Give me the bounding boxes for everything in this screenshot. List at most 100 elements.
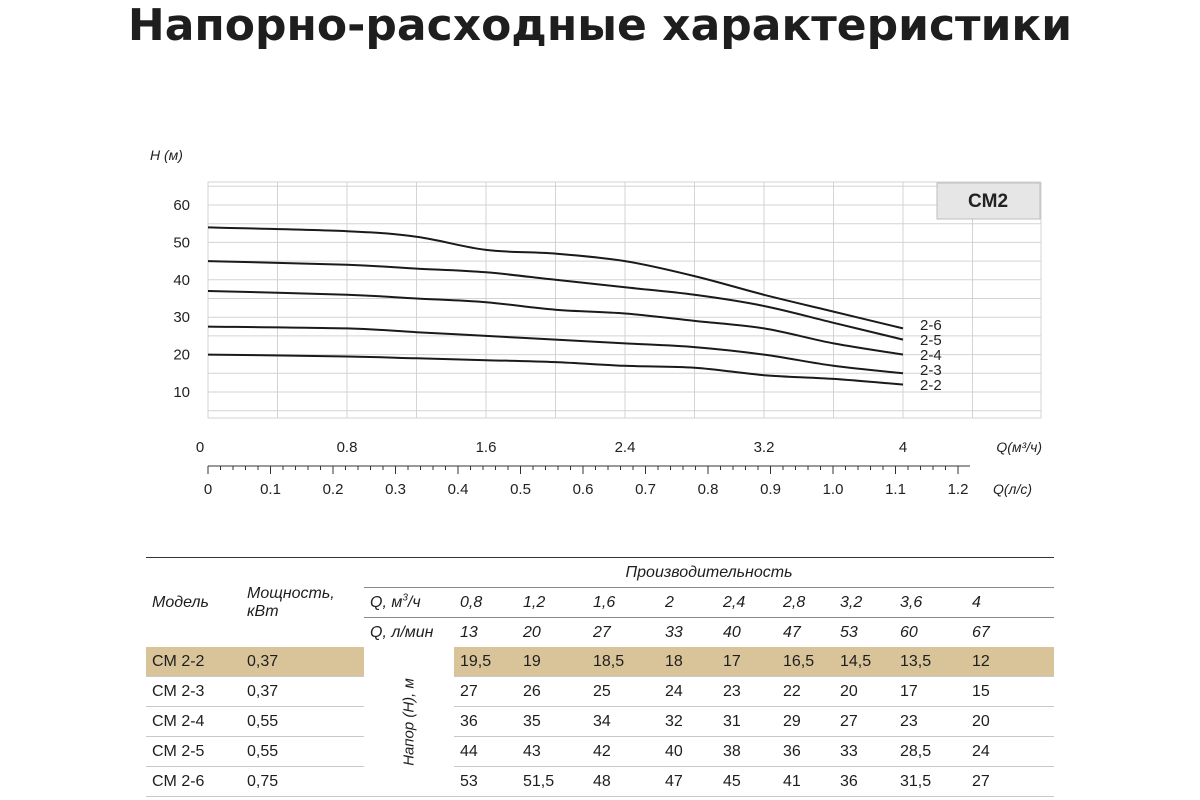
value-cell: 31,5 (894, 766, 966, 797)
x-tick-label: 2.4 (615, 439, 636, 456)
model-cell: CM 2-5 (146, 736, 241, 767)
curve-label-2-5: 2-5 (920, 332, 942, 349)
value-cell: 26 (517, 676, 587, 707)
x2-tick-label: 0.5 (510, 481, 531, 498)
q-m3-cell: 1,6 (587, 587, 659, 618)
value-cell: 27 (834, 706, 894, 737)
q-lmin-cell: 33 (665, 623, 683, 641)
x2-tick-label: 0.6 (573, 481, 594, 498)
value-cell: 45 (717, 766, 777, 797)
curve-label-2-2: 2-2 (920, 377, 942, 394)
q-m3-label: Q, м3/ч (364, 587, 454, 618)
x2-tick-label: 1.2 (948, 481, 969, 498)
x2-axis-title: Q(л/с) (993, 481, 1032, 497)
value-cell: 18,5 (587, 647, 659, 677)
q-lmin-cell: 40 (723, 623, 741, 641)
table-row: CM 2-2 0,37 Напор (Н), м 19,5 19 18,5 18… (146, 647, 1055, 797)
value-cell: 41 (777, 766, 834, 797)
q-m3-cell: 2,4 (717, 587, 777, 618)
value-cell: 48 (587, 766, 659, 797)
model-column-header: Модель (152, 593, 209, 611)
performance-header: Производительность (364, 557, 1055, 588)
x2-tick-label: 0.1 (260, 481, 281, 498)
performance-table: Модель Мощность, кВт Производительность Q… (146, 557, 1055, 797)
x2-tick-label: 0 (204, 481, 212, 498)
curve-2-3 (207, 325, 904, 375)
value-cell: 15 (966, 676, 1055, 707)
value-cell: 29 (777, 706, 834, 737)
power-cell: 0,37 (241, 676, 364, 707)
q-lmin-cell: 67 (972, 623, 990, 641)
q-lmin-cell: 13 (460, 623, 478, 641)
x2-tick-label: 1.1 (885, 481, 906, 498)
value-cell: 53 (454, 766, 517, 797)
x2-tick-label: 1.0 (823, 481, 844, 498)
table-row: CM 2-5 0,55 44 43 42 40 38 36 33 28,5 24 (146, 736, 1055, 767)
value-cell: 20 (834, 676, 894, 707)
model-cell: CM 2-6 (146, 766, 241, 797)
power-cell: 0,55 (241, 706, 364, 737)
model-cell: CM 2-3 (146, 676, 241, 707)
q-lmin-label: Q, л/мин (370, 623, 434, 641)
x2-tick-label: 0.4 (448, 481, 469, 498)
q-lmin-cell: 53 (840, 623, 858, 641)
y-tick-label: 50 (173, 234, 190, 251)
model-cell: CM 2-2 (146, 647, 241, 677)
value-cell: 19,5 (454, 647, 517, 677)
value-cell: 24 (966, 736, 1055, 767)
y-tick-label: 60 (173, 197, 190, 214)
value-cell: 33 (834, 736, 894, 767)
head-label: Напор (Н), м (400, 677, 418, 766)
value-cell: 13,5 (894, 647, 966, 677)
value-cell: 28,5 (894, 736, 966, 767)
value-cell: 12 (966, 647, 1055, 677)
value-cell: 34 (587, 706, 659, 737)
value-cell: 18 (659, 647, 717, 677)
power-cell: 0,75 (241, 766, 364, 797)
model-cell: CM 2-4 (146, 706, 241, 737)
y-tick-label: 20 (173, 347, 190, 364)
head-axis-cell: Напор (Н), м (364, 647, 454, 797)
model-badge (936, 182, 1041, 220)
value-cell: 51,5 (517, 766, 587, 797)
x-tick-label: 1.6 (476, 439, 497, 456)
curve-label-2-4: 2-4 (920, 347, 942, 364)
model-badge-label: CM2 (968, 191, 1008, 212)
q-lmin-cell: 27 (593, 623, 611, 641)
x-tick-label: 0.8 (337, 439, 358, 456)
value-cell: 17 (717, 647, 777, 677)
curve-label-2-6: 2-6 (920, 317, 942, 334)
q-lmin-cell: 60 (900, 623, 918, 641)
curve-2-6 (207, 226, 904, 330)
value-cell: 36 (454, 706, 517, 737)
q-m3-cell: 4 (966, 587, 1055, 618)
table-row: CM 2-6 0,75 53 51,5 48 47 45 41 36 31,5 … (146, 766, 1055, 797)
value-cell: 23 (717, 676, 777, 707)
x-tick-label: 4 (899, 439, 907, 456)
value-cell: 31 (717, 706, 777, 737)
value-cell: 16,5 (777, 647, 834, 677)
power-column-header: Мощность, кВт (247, 584, 335, 620)
table-row: CM 2-3 0,37 27 26 25 24 23 22 20 17 15 (146, 676, 1055, 707)
y-tick-label: 10 (173, 384, 190, 401)
value-cell: 32 (659, 706, 717, 737)
value-cell: 25 (587, 676, 659, 707)
x-tick-label: 3.2 (754, 439, 775, 456)
value-cell: 36 (834, 766, 894, 797)
q-m3-cell: 3,2 (834, 587, 894, 618)
performance-chart: CM2 H (м) 10 20 30 40 50 60 0 0.8 1.6 2.4 3.2 4 Q(м³/ч… (150, 147, 1042, 498)
x2-tick-label: 0.7 (635, 481, 656, 498)
value-cell: 14,5 (834, 647, 894, 677)
x2-tick-label: 0.8 (698, 481, 719, 498)
q-lmin-row: Q, л/мин 13 20 27 33 40 47 53 60 67 (146, 618, 1054, 648)
table-header-row: Модель Мощность, кВт Производительность (146, 557, 1055, 620)
y-tick-label: 30 (173, 309, 190, 326)
value-cell: 27 (966, 766, 1055, 797)
value-cell: 43 (517, 736, 587, 767)
value-cell: 44 (454, 736, 517, 767)
y-axis-title: H (м) (150, 147, 183, 163)
power-cell: 0,55 (241, 736, 364, 767)
y-tick-label: 40 (173, 272, 190, 289)
value-cell: 42 (587, 736, 659, 767)
value-cell: 19 (517, 647, 587, 677)
